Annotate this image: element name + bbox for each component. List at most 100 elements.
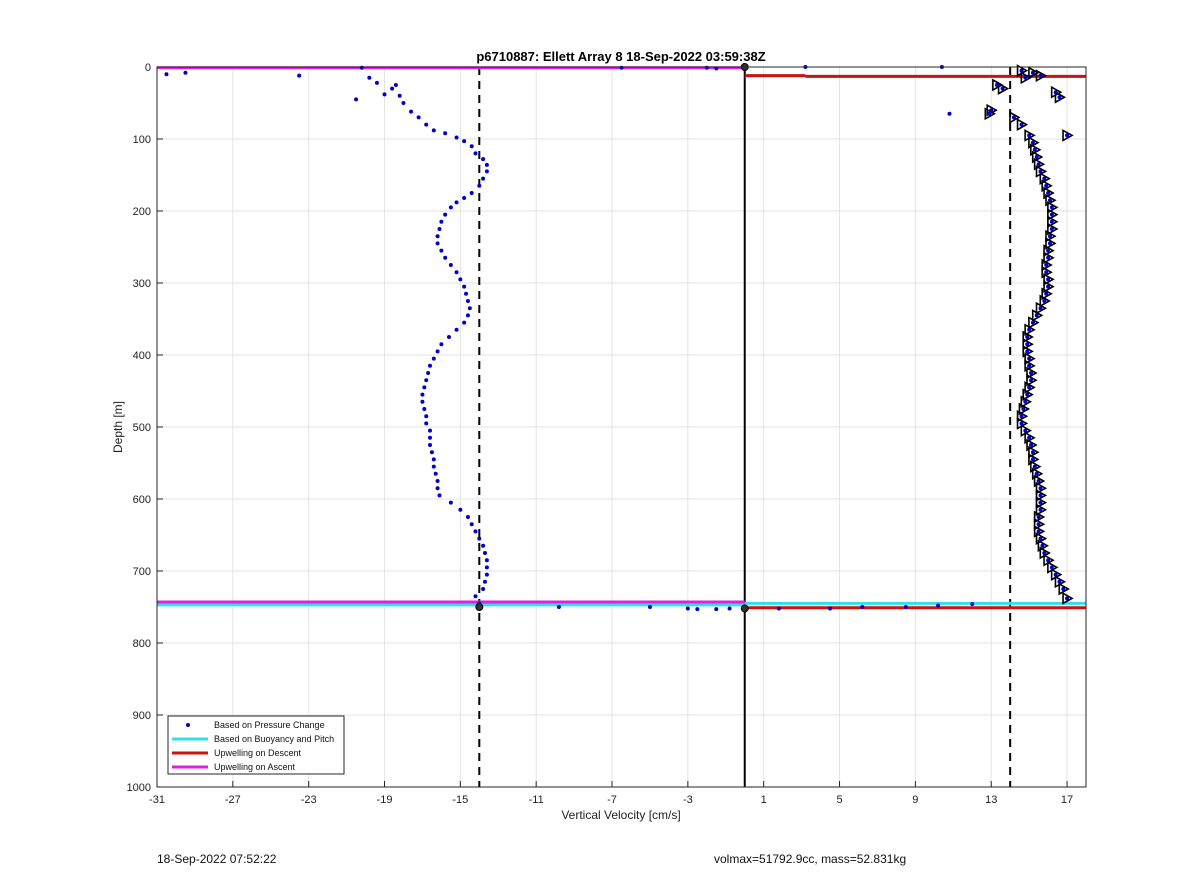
pressure-change-point [1065, 596, 1070, 601]
pressure-change-point [465, 299, 470, 303]
pressure-change-point [424, 122, 429, 127]
ascent-triangle-marker [1041, 258, 1053, 272]
pressure-change-point [422, 385, 427, 390]
ascent-triangle-marker [1020, 395, 1032, 409]
pressure-change-point [1030, 450, 1035, 455]
pressure-change-point [367, 75, 372, 80]
pressure-change-point [1038, 493, 1043, 498]
y-tick-label: 900 [133, 710, 151, 722]
pressure-change-point [429, 450, 434, 455]
pressure-change-point [1049, 212, 1054, 217]
data-points [164, 63, 1074, 613]
pressure-change-point [435, 479, 440, 483]
pressure-change-point [473, 594, 478, 599]
pressure-change-point [1027, 356, 1032, 361]
pressure-change-point [393, 83, 398, 87]
pressure-change-point [1030, 320, 1035, 325]
y-tick-label: 300 [133, 278, 151, 290]
pressure-change-point [1036, 479, 1041, 483]
pressure-change-point [416, 115, 421, 120]
pressure-change-point [397, 93, 402, 98]
ascent-triangle-marker [1028, 136, 1040, 149]
ascent-triangle-marker [1024, 323, 1036, 337]
pressure-change-point [439, 219, 444, 224]
pressure-change-point [435, 486, 440, 491]
ascent-triangle-marker [1047, 201, 1059, 214]
ascent-triangle-marker [1045, 229, 1057, 243]
x-tick-label: -23 [301, 794, 317, 806]
x-tick-label: 1 [761, 794, 767, 806]
pressure-change-point [994, 83, 999, 87]
y-tick-label: 400 [133, 350, 151, 362]
pressure-change-point [473, 529, 478, 534]
pressure-change-point [469, 522, 474, 527]
ascent-triangle-marker [1028, 66, 1040, 80]
ascent-triangle-marker [992, 78, 1004, 92]
y-tick-label: 700 [133, 566, 151, 578]
y-tick-label: 800 [133, 638, 151, 650]
x-axis-label: Vertical Velocity [cm/s] [561, 808, 680, 822]
pressure-change-point [695, 607, 700, 612]
pressure-change-point [462, 139, 467, 144]
chart-title: p6710887: Ellett Array 8 18-Sep-2022 03:… [476, 49, 765, 64]
pressure-change-point [1065, 133, 1070, 138]
pressure-change-point [1021, 407, 1026, 411]
ascent-triangle-marker [1041, 179, 1053, 193]
pressure-change-point [1049, 565, 1054, 570]
pressure-change-point [1025, 335, 1030, 339]
ascent-triangle-marker [1028, 453, 1040, 466]
x-tick-label: -11 [529, 794, 544, 806]
pressure-change-point [1032, 147, 1037, 152]
y-tick-label: 100 [133, 134, 151, 146]
pressure-change-point [454, 200, 459, 205]
pressure-change-point [439, 342, 444, 347]
x-tick-label: -19 [377, 794, 393, 806]
ascent-triangle-marker [1031, 309, 1044, 322]
ascent-triangle-marker [1035, 69, 1048, 82]
ascent-triangle-marker [1045, 237, 1057, 250]
pressure-change-point [435, 234, 440, 239]
pressure-change-point [422, 407, 427, 411]
pressure-change-point [454, 135, 459, 140]
pressure-change-point [435, 241, 440, 246]
pressure-change-point [443, 212, 448, 217]
footer-volume-mass: volmax=51792.9cc, mass=52.831kg [714, 852, 907, 866]
pressure-change-point [1042, 551, 1047, 555]
pressure-change-point [1038, 536, 1043, 541]
pressure-change-point [448, 500, 453, 505]
x-tick-label: -31 [149, 794, 165, 806]
pressure-change-point [484, 162, 489, 167]
ascent-triangle-marker [1022, 388, 1034, 401]
pressure-change-point [776, 606, 781, 611]
pressure-change-point [1057, 579, 1062, 584]
y-tick-label: 200 [133, 206, 151, 218]
pressure-change-point [1047, 241, 1052, 246]
pressure-change-point [1036, 529, 1041, 534]
ascent-triangle-marker [1028, 445, 1040, 459]
ascent-triangle-marker [1009, 111, 1021, 124]
pressure-change-point [448, 205, 453, 210]
pressure-change-point [473, 151, 478, 156]
pressure-change-point [1044, 291, 1049, 296]
pressure-change-point [1049, 205, 1054, 210]
pressure-change-point [1047, 198, 1052, 203]
pressure-change-point [482, 579, 487, 584]
pressure-change-point [1036, 522, 1041, 527]
pressure-change-point [382, 92, 387, 97]
ascent-triangle-marker [1033, 517, 1046, 531]
x-tick-label: -27 [225, 794, 241, 806]
ascent-triangle-marker [1016, 409, 1029, 423]
pressure-change-point [1038, 306, 1043, 311]
y-axis-label: Depth [m] [111, 401, 125, 453]
pressure-change-point [1019, 421, 1024, 426]
pressure-change-point [1011, 115, 1016, 120]
pressure-change-point [183, 70, 188, 75]
ascent-triangle-marker [1026, 373, 1038, 387]
pressure-change-point [970, 602, 975, 607]
pressure-change-point [433, 471, 438, 476]
pressure-change-point [435, 349, 440, 354]
ascent-triangle-marker [1030, 143, 1042, 157]
profile-endpoint-marker [740, 604, 749, 613]
pressure-change-point [424, 378, 429, 383]
y-tick-label: 500 [133, 422, 151, 434]
